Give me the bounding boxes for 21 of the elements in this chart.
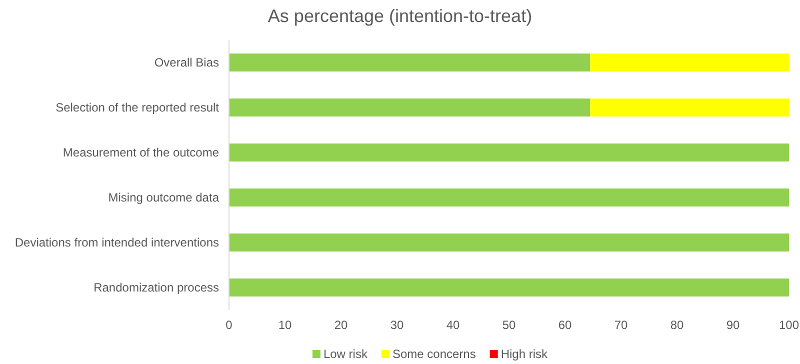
y-tick-label: Mising outcome data	[108, 190, 220, 205]
y-tick-label: Deviations from intended interventions	[14, 236, 219, 250]
legend-label: Some concerns	[392, 347, 476, 361]
x-tick-label: 50	[502, 318, 516, 332]
x-tick-label: 40	[446, 318, 460, 332]
x-tick-label: 90	[726, 318, 740, 332]
x-tick-label: 30	[390, 318, 404, 332]
x-tick-label: 80	[670, 318, 684, 332]
y-tick-label: Selection of the reported result	[56, 100, 220, 115]
y-tick-label: Overall Bias	[154, 56, 219, 70]
x-tick-label: 60	[558, 318, 572, 332]
y-tick-label: Randomization process	[94, 280, 219, 295]
x-tick-label: 10	[278, 318, 292, 332]
x-tick-label: 20	[334, 318, 348, 332]
x-tick-label: 70	[614, 318, 628, 332]
chart-title: As percentage (intention-to-treat)	[268, 6, 532, 26]
legend-label: Low risk	[323, 347, 368, 361]
legend-label: High risk	[500, 347, 549, 361]
x-tick-label: 0	[226, 318, 233, 332]
y-tick-label: Measurement of the outcome	[62, 146, 220, 160]
x-tick-label: 100	[778, 318, 800, 332]
